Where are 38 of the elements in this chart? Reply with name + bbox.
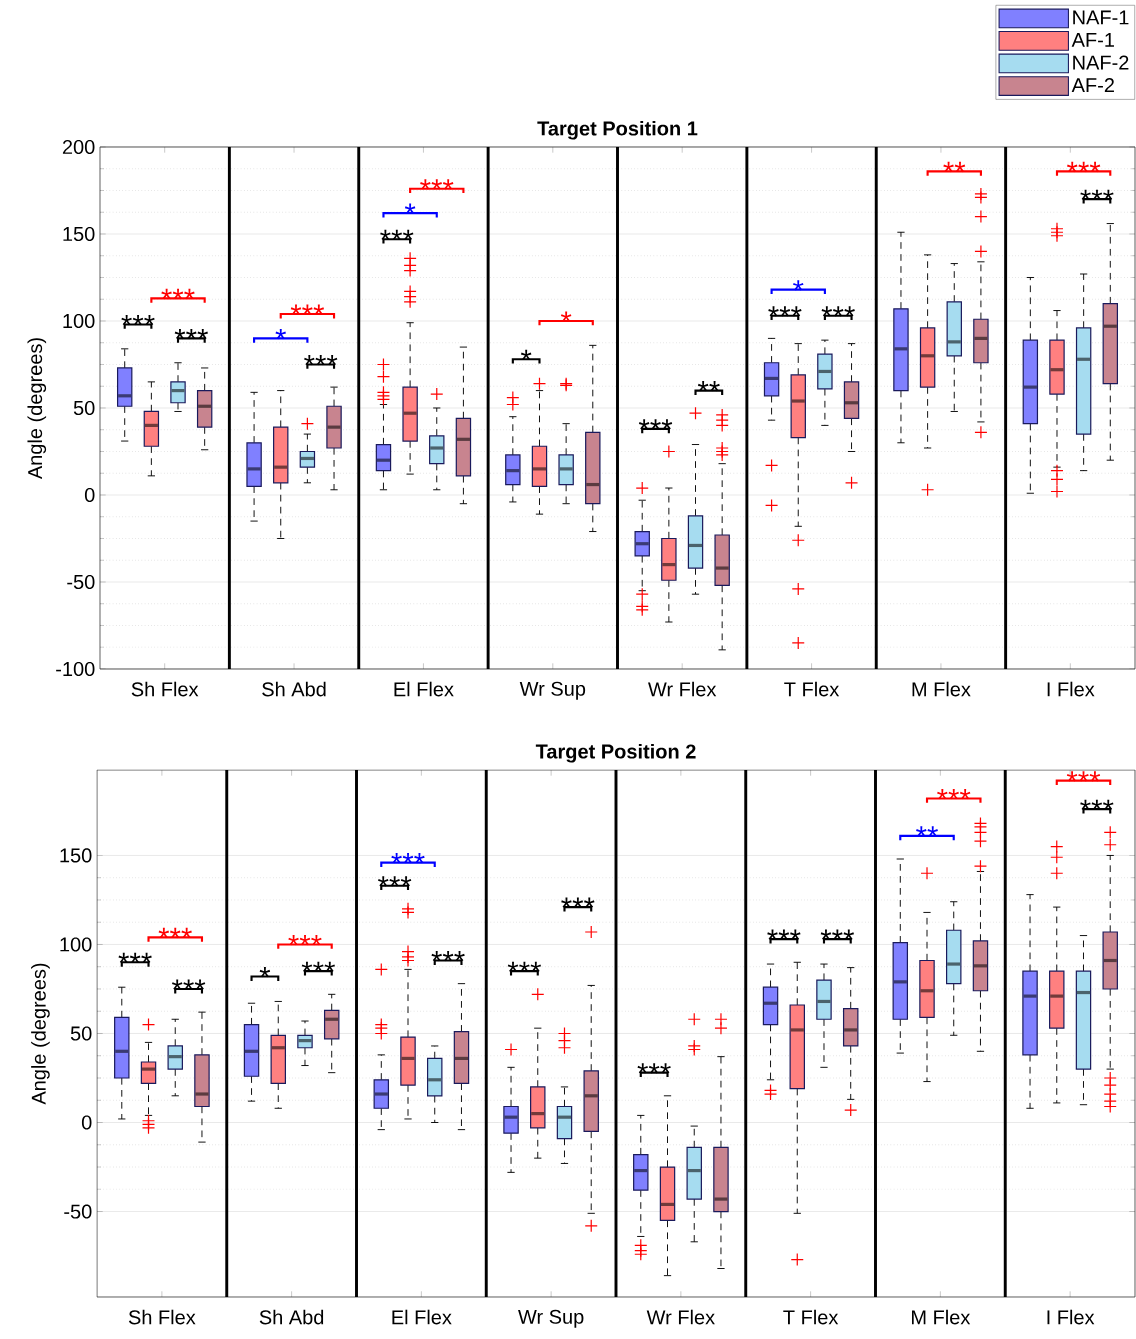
x-tick-label: T Flex: [784, 681, 840, 697]
x-tick-label: Sh Abd: [259, 1309, 324, 1325]
x-tick-label: M Flex: [912, 681, 971, 697]
y-tick-label: 150: [60, 848, 92, 863]
chart-title: Target Position 2: [535, 743, 696, 763]
y-axis-title: Angle (degrees): [31, 963, 50, 1105]
y-tick-label: 200: [62, 139, 95, 155]
annotation: *: [520, 349, 532, 361]
y-tick-label: 50: [70, 1026, 92, 1041]
x-tick-label: I Flex: [1047, 1309, 1095, 1325]
x-tick-label: Sh Abd: [262, 681, 326, 697]
chart-title: Target Position 1: [537, 120, 698, 140]
x-tick-label: El Flex: [394, 681, 454, 697]
y-tick-label: 0: [84, 487, 95, 503]
x-tick-label: Sh Flex: [131, 681, 199, 697]
x-tick-label: Wr Flex: [646, 1309, 715, 1325]
y-tick-label: 50: [73, 400, 95, 416]
x-tick-label: Sh Flex: [128, 1309, 196, 1325]
x-tick-label: El Flex: [392, 1309, 452, 1325]
y-tick-label: -100: [56, 661, 95, 677]
x-tick-label: T Flex: [783, 1309, 839, 1325]
y-tick-label: 100: [60, 937, 92, 952]
x-tick-label: I Flex: [1047, 681, 1095, 697]
y-tick-label: 150: [63, 226, 95, 242]
x-tick-label: M Flex: [912, 1309, 971, 1325]
y-tick-label: -50: [64, 1204, 92, 1219]
y-tick-label: -50: [67, 574, 95, 590]
y-tick-label: 100: [63, 313, 95, 329]
x-tick-label: Wr Sup: [519, 681, 586, 700]
y-tick-label: 0: [81, 1115, 92, 1130]
y-axis-title: Angle (degrees): [27, 338, 47, 480]
legend-label: AF-2: [1071, 78, 1114, 93]
x-tick-label: Wr Sup: [518, 1309, 584, 1328]
legend-label: NAF-2: [1073, 55, 1129, 70]
x-tick-label: Wr Flex: [648, 681, 717, 697]
legend-label: AF-1: [1071, 33, 1114, 47]
legend-label: NAF-1: [1073, 10, 1129, 25]
annotation: ***: [380, 229, 414, 240]
